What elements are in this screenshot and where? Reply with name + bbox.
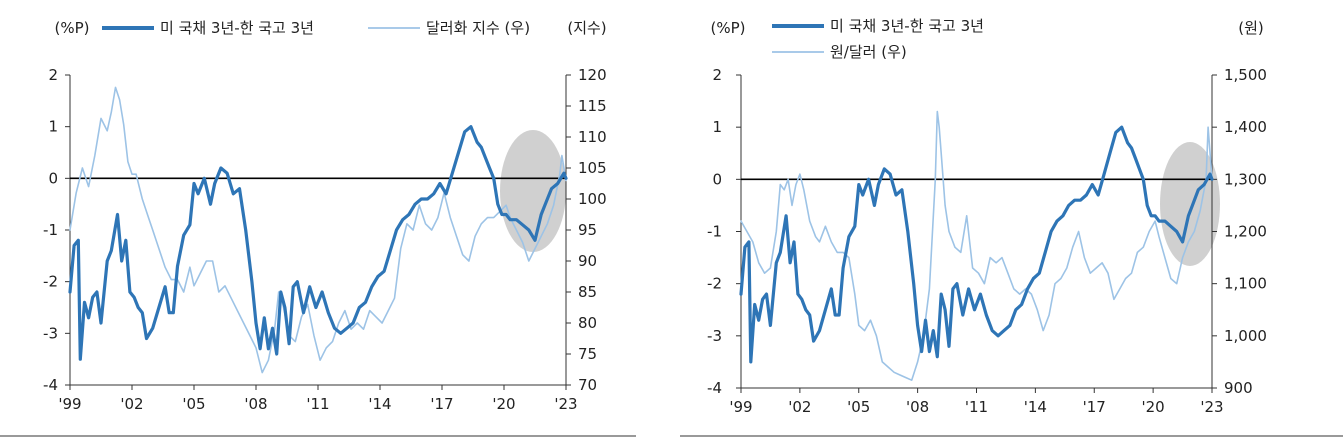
right-tick-label: 120 [578, 66, 607, 84]
left-tick-label: -1 [707, 223, 722, 241]
x-tick-label: '11 [306, 395, 329, 413]
series-line-right-axis [69, 86, 567, 374]
x-tick-label: '02 [788, 398, 811, 416]
legend-label: 미 국채 3년-한 국고 3년 [160, 19, 314, 37]
series-line-right-axis [740, 110, 1213, 382]
highlight-ellipse [1160, 142, 1220, 266]
left-axis-unit: (%P) [710, 19, 745, 37]
x-tick-label: '02 [120, 395, 143, 413]
chart-1: 2 1 0 -1 -2 -3 -4 120 115 110 105 100 95 90 85 80 75 70 '9… [0, 19, 636, 437]
left-tick-label: -2 [43, 273, 58, 291]
chart-2: 2 1 0 -1 -2 -3 -4 1,500 1,400 1,300 1,200 1,100 1,00… [680, 17, 1343, 437]
x-tick-label: '05 [847, 398, 870, 416]
right-tick-label: 1,300 [1224, 170, 1267, 188]
right-tick-label: 900 [1224, 379, 1253, 397]
x-tick-label: '99 [58, 395, 81, 413]
x-tick-label: '08 [244, 395, 267, 413]
right-tick-label: 1,100 [1224, 275, 1267, 293]
x-tick-label: '08 [906, 398, 929, 416]
left-tick-label: -3 [707, 327, 722, 345]
legend-label: 원/달러 (우) [830, 43, 907, 61]
series-line-spread [68, 125, 568, 361]
right-tick-label: 75 [578, 345, 597, 363]
left-tick-label: -4 [707, 379, 722, 397]
left-tick-label: 2 [712, 66, 722, 84]
x-tick-label: '14 [1024, 398, 1047, 416]
left-tick-label: -3 [43, 324, 58, 342]
legend-label: 달러화 지수 (우) [426, 19, 530, 37]
right-tick-label: 85 [578, 283, 597, 301]
series-line-spread [739, 125, 1214, 364]
legend-label: 미 국채 3년-한 국고 3년 [830, 17, 984, 35]
left-tick-label: -2 [707, 275, 722, 293]
right-axis-unit: (원) [1238, 19, 1264, 37]
right-tick-label: 70 [578, 376, 597, 394]
right-tick-label: 105 [578, 159, 607, 177]
right-tick-label: 1,500 [1224, 66, 1267, 84]
left-tick-label: 0 [48, 169, 58, 187]
x-tick-label: '23 [554, 395, 577, 413]
right-tick-label: 115 [578, 97, 607, 115]
x-tick-label: '23 [1200, 398, 1223, 416]
left-tick-label: -4 [43, 376, 58, 394]
x-tick-label: '20 [492, 395, 515, 413]
x-tick-label: '05 [182, 395, 205, 413]
right-tick-label: 1,200 [1224, 223, 1267, 241]
left-tick-label: 0 [712, 170, 722, 188]
right-tick-label: 1,000 [1224, 327, 1267, 345]
left-tick-label: 1 [712, 118, 722, 136]
x-tick-label: '17 [1083, 398, 1106, 416]
right-tick-label: 110 [578, 128, 607, 146]
x-tick-label: '99 [729, 398, 752, 416]
left-tick-label: 1 [48, 118, 58, 136]
right-axis-unit: (지수) [567, 19, 606, 37]
x-tick-label: '17 [430, 395, 453, 413]
x-tick-label: '20 [1142, 398, 1165, 416]
right-tick-label: 90 [578, 252, 597, 270]
right-tick-label: 80 [578, 314, 597, 332]
right-tick-label: 1,400 [1224, 118, 1267, 136]
left-tick-label: -1 [43, 221, 58, 239]
right-tick-label: 95 [578, 221, 597, 239]
x-tick-label: '11 [965, 398, 988, 416]
right-tick-label: 100 [578, 190, 607, 208]
left-tick-label: 2 [48, 66, 58, 84]
left-axis-unit: (%P) [54, 19, 89, 37]
x-tick-label: '14 [368, 395, 391, 413]
